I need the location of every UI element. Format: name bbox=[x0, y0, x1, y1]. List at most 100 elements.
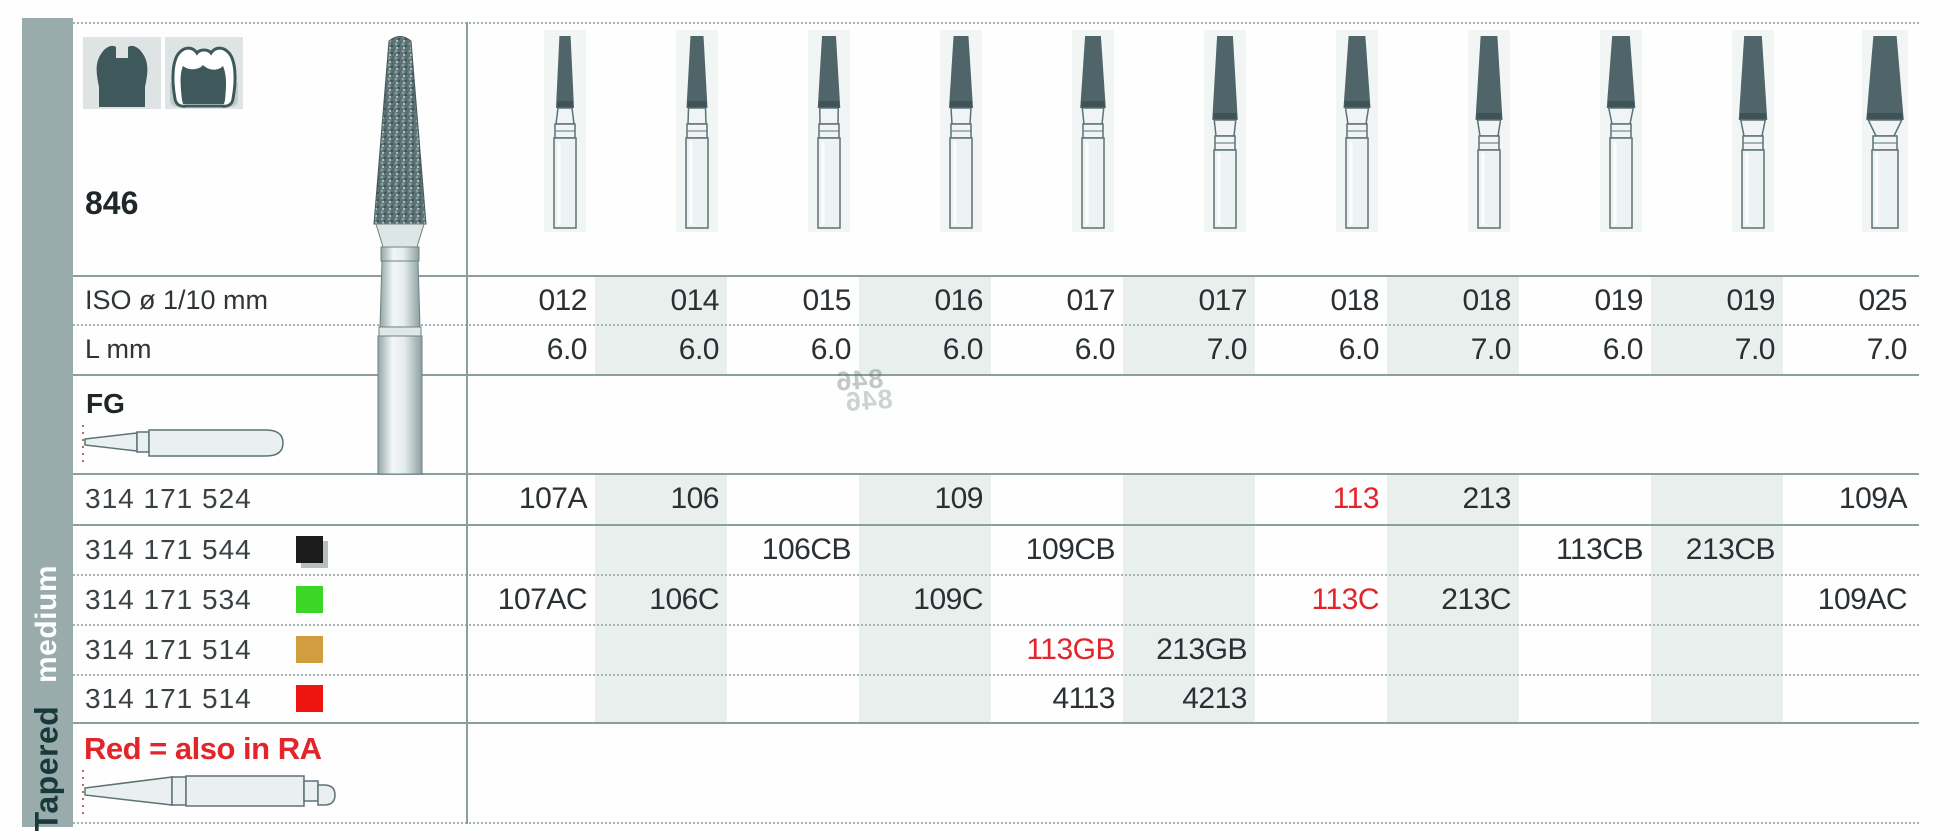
table-cell: 113 bbox=[1332, 482, 1380, 515]
bur-silhouette bbox=[1336, 30, 1378, 232]
bur-silhouette bbox=[1600, 30, 1642, 232]
rule-above-legend bbox=[73, 722, 1919, 724]
table-cell: 6.0 bbox=[810, 332, 852, 366]
table-cell: 012 bbox=[538, 283, 587, 317]
ra-shank-icon bbox=[82, 770, 336, 816]
order-code: 314 171 534 bbox=[85, 583, 252, 615]
column-band bbox=[1123, 474, 1255, 722]
table-cell: 113GB bbox=[1026, 632, 1115, 666]
table-cell: 6.0 bbox=[942, 332, 984, 366]
molar-crown-prep-icon bbox=[165, 37, 243, 109]
bur-silhouette bbox=[544, 30, 586, 232]
table-cell: 6.0 bbox=[1602, 332, 1644, 366]
molar-crown-solid-icon bbox=[83, 37, 161, 109]
table-cell: 107A bbox=[518, 482, 588, 515]
table-cell: 107AC bbox=[497, 582, 588, 616]
code-values-row: 4113 4213 bbox=[467, 675, 1919, 722]
rule-above-fg-row bbox=[73, 374, 1919, 376]
table-cell: 019 bbox=[1594, 283, 1643, 317]
length-row-label: L mm bbox=[85, 334, 152, 364]
table-cell: 025 bbox=[1858, 283, 1907, 317]
rule-above-iso-row bbox=[73, 275, 1919, 277]
code-values-row: 107AC 106C 109C 113C 213C 109AC bbox=[467, 575, 1919, 624]
table-cell: 6.0 bbox=[1338, 332, 1380, 366]
table-cell: 6.0 bbox=[678, 332, 720, 366]
table-cell: 213C bbox=[1441, 582, 1511, 616]
bur-silhouette bbox=[1468, 30, 1510, 232]
table-cell: 213CB bbox=[1685, 532, 1776, 566]
iso-values-row: 012 014 015 016 017 017 018 018 019 019 025 bbox=[467, 276, 1919, 325]
table-cell: 019 bbox=[1726, 283, 1775, 317]
rule-code-3-4 bbox=[73, 624, 1919, 626]
table-cell: 016 bbox=[934, 283, 983, 317]
table-cell: 7.0 bbox=[1866, 332, 1908, 366]
table-cell: 109 bbox=[934, 482, 983, 515]
bur-silhouette bbox=[676, 30, 718, 232]
figure-number: 846 bbox=[85, 185, 139, 221]
column-band bbox=[595, 474, 727, 722]
gold-grit-square bbox=[296, 636, 323, 663]
bur-silhouette bbox=[1072, 30, 1114, 232]
table-cell: 7.0 bbox=[1734, 332, 1776, 366]
table-cell: 7.0 bbox=[1206, 332, 1248, 366]
code-values-row: 107A 106 109 113 213 109A bbox=[467, 474, 1919, 524]
table-cell: 113C bbox=[1311, 582, 1380, 616]
table-cell: 015 bbox=[802, 283, 851, 317]
column-band bbox=[1651, 474, 1783, 722]
sidebar-bar bbox=[22, 18, 73, 827]
table-cell: 017 bbox=[1198, 283, 1247, 317]
rule-iso-length bbox=[73, 324, 1919, 326]
bur-silhouette bbox=[808, 30, 850, 232]
rule-code-2-3 bbox=[73, 574, 1919, 576]
ghost-watermark: 846 846 bbox=[834, 363, 894, 418]
column-band bbox=[859, 474, 991, 722]
order-code: 314 171 524 bbox=[85, 483, 252, 514]
table-cell: 213GB bbox=[1156, 632, 1247, 666]
rule-above-codes bbox=[73, 473, 1919, 475]
table-cell: 109A bbox=[1838, 482, 1908, 515]
table-cell: 018 bbox=[1330, 283, 1379, 317]
table-cell: 109AC bbox=[1817, 582, 1908, 616]
order-code: 314 171 544 bbox=[85, 533, 252, 565]
table-top-border bbox=[73, 22, 1919, 24]
table-cell: 017 bbox=[1066, 283, 1115, 317]
table-cell: 6.0 bbox=[546, 332, 588, 366]
series-label-tapered: Tapered bbox=[28, 705, 65, 832]
shank-type-label: FG bbox=[86, 388, 125, 419]
table-cell: 4213 bbox=[1182, 681, 1247, 715]
column-band bbox=[1387, 474, 1519, 722]
table-cell: 7.0 bbox=[1470, 332, 1512, 366]
table-cell: 4113 bbox=[1052, 681, 1115, 715]
rule-code-4-5 bbox=[73, 674, 1919, 676]
rule-below-first-code bbox=[73, 524, 1919, 526]
bur-silhouette bbox=[1862, 30, 1908, 232]
table-cell: 106 bbox=[670, 482, 719, 515]
red-grit-square bbox=[296, 685, 323, 712]
table-cell: 109CB bbox=[1025, 532, 1116, 566]
table-bottom-border bbox=[73, 822, 1919, 824]
green-grit-square bbox=[296, 586, 323, 613]
table-cell: 113CB bbox=[1555, 532, 1644, 566]
label-column-divider bbox=[466, 22, 468, 824]
table-cell: 6.0 bbox=[1074, 332, 1116, 366]
length-values-row: 6.0 6.0 6.0 6.0 6.0 7.0 6.0 7.0 6.0 7.0 7.0 bbox=[467, 325, 1919, 374]
iso-row-label: ISO ø 1/10 mm bbox=[85, 285, 269, 315]
bur-silhouette bbox=[1732, 30, 1774, 232]
code-values-row: 113GB 213GB bbox=[467, 625, 1919, 674]
table-cell: 018 bbox=[1462, 283, 1511, 317]
order-code: 314 171 514 bbox=[85, 633, 252, 665]
bur-silhouette bbox=[940, 30, 982, 232]
tapered-diamond-bur-photo bbox=[373, 36, 427, 475]
table-cell: 213 bbox=[1462, 482, 1511, 515]
fg-shank-icon bbox=[82, 425, 284, 465]
order-code: 314 171 514 bbox=[85, 682, 252, 714]
red-legend-note: Red = also in RA bbox=[84, 731, 322, 766]
table-cell: 014 bbox=[670, 283, 719, 317]
bur-silhouette bbox=[1204, 30, 1246, 232]
table-cell: 109C bbox=[913, 582, 983, 616]
table-cell: 106C bbox=[649, 582, 719, 616]
code-values-row: 106CB 109CB 113CB 213CB bbox=[467, 525, 1919, 574]
black-grit-square bbox=[296, 536, 323, 563]
table-cell: 106CB bbox=[761, 532, 852, 566]
